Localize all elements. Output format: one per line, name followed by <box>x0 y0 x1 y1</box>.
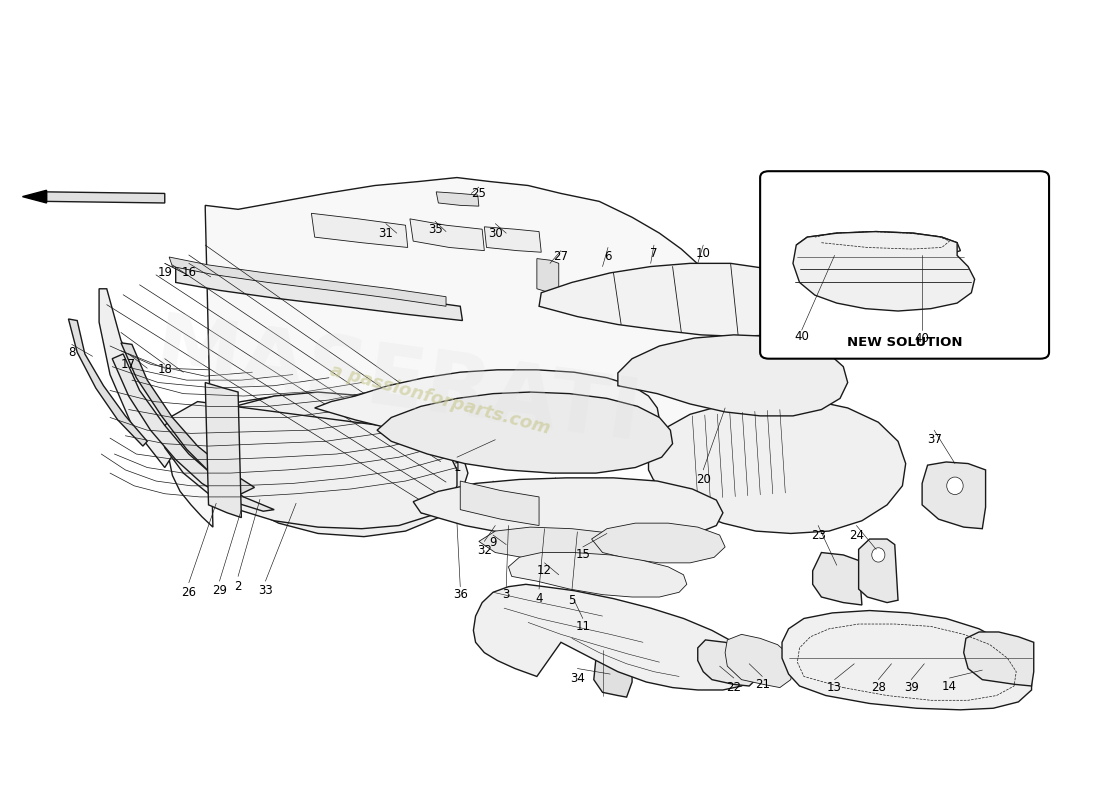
Polygon shape <box>618 335 848 416</box>
Polygon shape <box>484 227 541 252</box>
Polygon shape <box>206 382 241 518</box>
Text: 2: 2 <box>234 580 242 593</box>
Polygon shape <box>377 392 672 473</box>
Text: 8: 8 <box>68 346 76 359</box>
Text: 33: 33 <box>258 584 273 597</box>
Text: 32: 32 <box>477 545 492 558</box>
Text: 3: 3 <box>503 588 510 601</box>
Text: 4: 4 <box>536 592 542 605</box>
Text: 24: 24 <box>849 529 864 542</box>
Polygon shape <box>782 610 1032 710</box>
Polygon shape <box>725 634 793 687</box>
Text: NEW SOLUTION: NEW SOLUTION <box>847 336 962 350</box>
Text: 17: 17 <box>121 358 136 370</box>
Text: 14: 14 <box>942 679 957 693</box>
Text: 1: 1 <box>453 461 461 474</box>
Polygon shape <box>813 553 862 605</box>
Text: MASERATI: MASERATI <box>148 309 646 459</box>
Text: 6: 6 <box>604 250 612 263</box>
Text: 23: 23 <box>811 529 826 542</box>
Text: 12: 12 <box>537 564 552 578</box>
Text: 11: 11 <box>575 620 591 633</box>
Ellipse shape <box>872 548 884 562</box>
Text: 20: 20 <box>696 473 711 486</box>
Text: 9: 9 <box>490 537 497 550</box>
Polygon shape <box>99 289 467 537</box>
Polygon shape <box>473 584 756 690</box>
Polygon shape <box>537 258 559 295</box>
Polygon shape <box>68 319 147 446</box>
Polygon shape <box>460 481 539 526</box>
Text: 21: 21 <box>755 678 770 691</box>
Text: a passionforparts.com: a passionforparts.com <box>329 362 552 438</box>
Polygon shape <box>964 632 1034 686</box>
Text: 39: 39 <box>904 681 918 694</box>
Polygon shape <box>169 257 446 306</box>
Text: 10: 10 <box>696 246 711 259</box>
Polygon shape <box>697 640 760 686</box>
Text: 35: 35 <box>428 222 442 236</box>
Polygon shape <box>315 370 659 446</box>
Polygon shape <box>414 478 723 543</box>
Polygon shape <box>922 462 986 529</box>
Polygon shape <box>859 539 898 602</box>
Polygon shape <box>22 190 46 203</box>
Text: 36: 36 <box>453 588 468 601</box>
Text: 37: 37 <box>926 434 942 446</box>
Text: 30: 30 <box>488 226 503 240</box>
Text: 31: 31 <box>378 226 394 240</box>
Text: 7: 7 <box>650 246 658 259</box>
Polygon shape <box>539 263 846 337</box>
FancyBboxPatch shape <box>760 171 1049 358</box>
Text: 19: 19 <box>157 266 173 279</box>
Text: 13: 13 <box>827 681 842 694</box>
Text: 16: 16 <box>182 266 196 279</box>
Text: 22: 22 <box>726 681 741 694</box>
Polygon shape <box>162 402 456 529</box>
Text: 34: 34 <box>570 671 585 685</box>
Text: 26: 26 <box>182 586 196 598</box>
Text: 28: 28 <box>871 681 886 694</box>
Polygon shape <box>793 231 975 311</box>
Text: 18: 18 <box>157 363 173 376</box>
Text: 25: 25 <box>472 187 486 200</box>
Polygon shape <box>508 553 686 597</box>
Text: 5: 5 <box>569 594 575 606</box>
Polygon shape <box>594 642 632 697</box>
Polygon shape <box>649 398 905 534</box>
Polygon shape <box>112 354 274 511</box>
Polygon shape <box>311 214 408 247</box>
Text: 15: 15 <box>575 549 591 562</box>
Polygon shape <box>796 231 960 257</box>
Polygon shape <box>437 192 478 206</box>
Text: 40: 40 <box>915 331 930 345</box>
Text: 40: 40 <box>794 330 810 343</box>
Polygon shape <box>169 178 747 527</box>
Polygon shape <box>478 527 644 566</box>
Ellipse shape <box>947 477 964 494</box>
Text: 29: 29 <box>212 584 227 597</box>
Polygon shape <box>176 266 462 321</box>
Polygon shape <box>410 219 484 250</box>
Polygon shape <box>46 192 165 203</box>
Text: 27: 27 <box>553 250 569 263</box>
Polygon shape <box>592 523 725 563</box>
Polygon shape <box>121 342 254 494</box>
